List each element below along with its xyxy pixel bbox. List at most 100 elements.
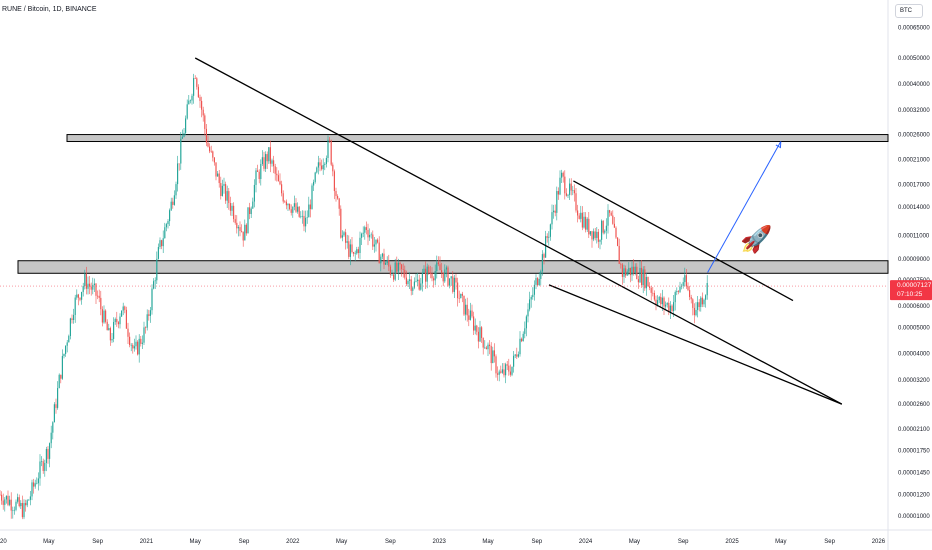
y-tick-label: 0.00009000 bbox=[898, 257, 930, 263]
candle-body bbox=[212, 151, 214, 158]
candle-body bbox=[156, 258, 158, 281]
candle-body bbox=[516, 354, 518, 357]
candle-body bbox=[33, 482, 35, 487]
candle-body bbox=[604, 230, 606, 233]
candle-body bbox=[65, 345, 67, 354]
candle-body bbox=[223, 184, 225, 186]
candle-body bbox=[602, 220, 604, 233]
candle-body bbox=[121, 310, 123, 317]
candle-body bbox=[468, 315, 470, 320]
candle-body bbox=[252, 201, 254, 209]
candle-body bbox=[621, 264, 623, 277]
candle-body bbox=[314, 172, 316, 182]
candle-body bbox=[506, 364, 508, 366]
candle-body bbox=[161, 240, 163, 247]
candle-body bbox=[47, 449, 49, 459]
candle-body bbox=[159, 240, 161, 248]
candle-body bbox=[241, 230, 243, 232]
candle-body bbox=[661, 297, 663, 305]
candle-body bbox=[437, 262, 439, 265]
x-tick-label: 2026 bbox=[872, 539, 886, 545]
candle-body bbox=[565, 193, 567, 196]
candle-body bbox=[700, 297, 702, 307]
candle-body bbox=[434, 271, 436, 281]
candle-body bbox=[41, 461, 43, 462]
candle-body bbox=[577, 210, 579, 216]
x-tick-label: 2022 bbox=[286, 539, 300, 545]
candle-body bbox=[524, 328, 526, 334]
candle-body bbox=[666, 302, 668, 305]
candle-body bbox=[225, 184, 227, 201]
candle-body bbox=[394, 262, 396, 280]
candle-body bbox=[124, 306, 126, 310]
candle-body bbox=[609, 210, 611, 213]
candle-body bbox=[327, 139, 329, 159]
candle-body bbox=[77, 294, 79, 298]
candle-body bbox=[639, 267, 641, 283]
candle-body bbox=[189, 100, 191, 102]
candle-body bbox=[610, 212, 612, 216]
candle-body bbox=[105, 310, 107, 322]
candle-body bbox=[28, 499, 30, 501]
candle-body bbox=[617, 237, 619, 246]
candle-body bbox=[321, 165, 323, 170]
candle-body bbox=[583, 216, 585, 228]
candle-body bbox=[271, 160, 273, 164]
candle-body bbox=[348, 241, 350, 257]
candle-body bbox=[389, 266, 391, 275]
candle-body bbox=[191, 95, 193, 101]
candle-body bbox=[634, 266, 636, 273]
candle-body bbox=[116, 318, 118, 323]
candle-body bbox=[57, 388, 59, 408]
candle-body bbox=[412, 287, 414, 291]
candle-body bbox=[409, 279, 411, 281]
candle-body bbox=[458, 298, 460, 299]
candle-body bbox=[490, 346, 492, 364]
candle-body bbox=[217, 173, 219, 177]
candle-body bbox=[477, 331, 479, 342]
candle-body bbox=[37, 478, 39, 484]
candle-body bbox=[202, 109, 204, 116]
countdown-value: 07:10:25 bbox=[897, 291, 923, 298]
candle-body bbox=[674, 292, 676, 303]
candle-body bbox=[705, 295, 707, 300]
last-price-value: 0.00007127 bbox=[897, 282, 932, 289]
candle-body bbox=[513, 355, 515, 367]
candle-body bbox=[396, 262, 398, 272]
candle-body bbox=[23, 503, 25, 518]
candle-body bbox=[402, 269, 404, 270]
candle-body bbox=[391, 274, 393, 276]
candle-body bbox=[570, 183, 572, 191]
candle-body bbox=[196, 78, 198, 87]
candle-body bbox=[369, 234, 371, 238]
candle-body bbox=[311, 185, 313, 210]
candle-body bbox=[172, 201, 174, 205]
candle-body bbox=[29, 496, 31, 500]
candle-body bbox=[553, 210, 555, 213]
candle-body bbox=[253, 184, 255, 202]
y-tick-label: 0.00026000 bbox=[898, 133, 930, 139]
candle-body bbox=[157, 247, 159, 259]
candle-body bbox=[140, 338, 142, 344]
candle-body bbox=[498, 371, 500, 375]
candle-body bbox=[658, 296, 660, 301]
candle-body bbox=[242, 231, 244, 241]
candle-body bbox=[324, 163, 326, 165]
candle-body bbox=[522, 333, 524, 342]
candle-body bbox=[660, 296, 662, 305]
candle-body bbox=[575, 193, 577, 211]
candle-body bbox=[429, 272, 431, 274]
candle-body bbox=[0, 494, 1, 496]
y-tick-label: 0.00011000 bbox=[898, 233, 930, 239]
candle-body bbox=[500, 371, 502, 373]
rocket-icon: 🚀 bbox=[740, 224, 772, 254]
candle-body bbox=[655, 299, 657, 305]
candle-body bbox=[89, 283, 91, 287]
candle-body bbox=[479, 327, 481, 342]
candle-body bbox=[585, 216, 587, 230]
candle-body bbox=[322, 164, 324, 170]
currency-button[interactable]: BTC bbox=[895, 4, 923, 18]
candle-body bbox=[66, 342, 68, 346]
